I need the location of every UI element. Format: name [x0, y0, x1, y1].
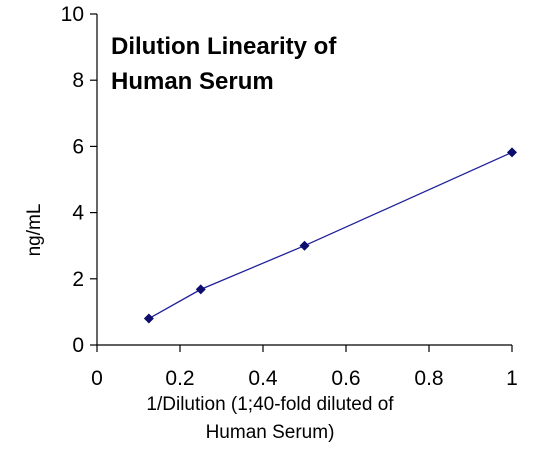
x-tick-label: 0.8: [414, 367, 443, 390]
y-tick-label: 8: [72, 69, 84, 92]
x-ticks: 0 0.2 0.4 0.6 0.8 1: [91, 345, 518, 390]
y-tick-label: 0: [72, 334, 84, 357]
y-axis-label: ng/mL: [24, 204, 45, 257]
x-tick-label: 0.2: [165, 367, 194, 390]
data-point-marker: [507, 147, 517, 158]
y-tick-label: 10: [61, 3, 84, 26]
series-line: [148, 151, 513, 320]
chart-title-line-1: Dilution Linearity of: [111, 33, 337, 60]
data-point-marker: [195, 284, 206, 295]
x-tick-label: 1: [506, 367, 518, 390]
x-tick-label: 0.4: [248, 367, 278, 390]
series-layer: [143, 147, 517, 324]
data-point-marker: [299, 240, 310, 251]
x-tick-label: 0: [91, 367, 103, 390]
x-tick-label: 0.6: [331, 367, 360, 390]
plot-area: 0 2 4 6 8 10 0 0.2 0.4 0.6 0.8 1: [61, 3, 518, 390]
y-tick-label: 2: [72, 268, 84, 291]
y-tick-label: 6: [72, 135, 84, 158]
chart-title-line-2: Human Serum: [111, 68, 274, 95]
data-point-marker: [143, 313, 154, 324]
x-axis-label-line-1: 1/Dilution (1;40-fold diluted of: [146, 394, 394, 415]
y-ticks: 0 2 4 6 8 10: [61, 3, 97, 357]
y-tick-label: 4: [72, 202, 84, 225]
x-axis-label-line-2: Human Serum): [206, 422, 335, 443]
